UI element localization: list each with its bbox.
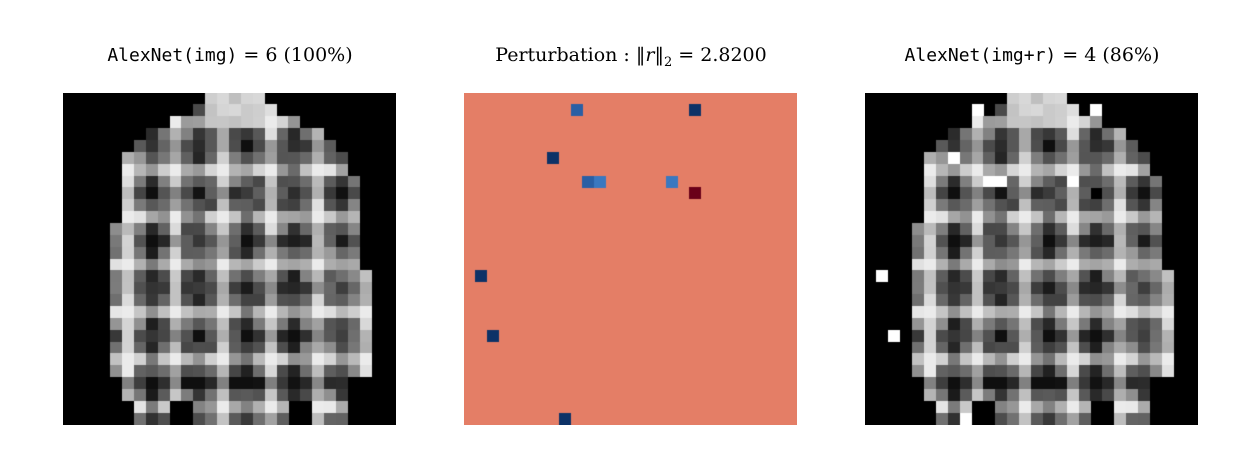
perturbation-title: Perturbation : ‖r‖2 = 2.8200 [404, 44, 858, 70]
original-class-value: 6 [265, 44, 278, 66]
original-confidence: (100%) [277, 44, 353, 66]
perturbation-equals: = [672, 44, 701, 66]
perturbation-image [464, 93, 797, 425]
perturbation-panel: Perturbation : ‖r‖2 = 2.8200 [464, 0, 798, 450]
perturbation-norm: ‖r‖ [635, 44, 664, 66]
original-prediction-title: AlexNet(img) = 6 (100%) [3, 44, 457, 66]
original-model-label: AlexNet(img) [107, 45, 238, 66]
adversarial-image-panel: AlexNet(img+r) = 4 (86%) [865, 0, 1199, 450]
perturbation-prefix: Perturbation : [495, 44, 636, 66]
adversarial-image [865, 93, 1198, 425]
original-image-panel: AlexNet(img) = 6 (100%) [63, 0, 397, 450]
adversarial-prediction-title: AlexNet(img+r) = 4 (86%) [805, 44, 1259, 66]
adversarial-model-label: AlexNet(img+r) [904, 45, 1057, 66]
adversarial-confidence: (86%) [1096, 44, 1160, 66]
perturbation-norm-value: 2.8200 [700, 44, 767, 66]
perturbation-norm-subscript: 2 [663, 54, 673, 70]
adversarial-equals: = [1056, 44, 1085, 66]
original-image [63, 93, 396, 425]
adversarial-class-value: 4 [1084, 44, 1097, 66]
original-equals: = [237, 44, 266, 66]
